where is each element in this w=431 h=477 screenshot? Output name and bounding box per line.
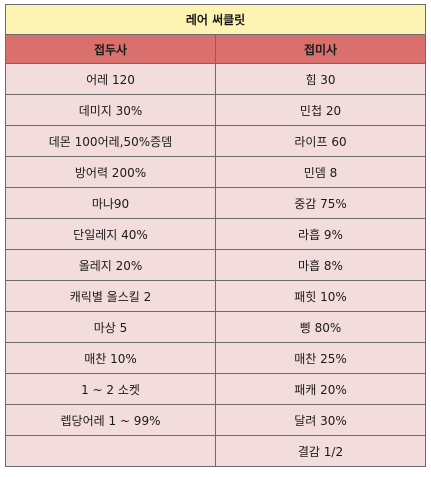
prefix-cell: 올레지 20% <box>5 249 216 281</box>
prefix-cell: 1 ~ 2 소켓 <box>5 373 216 405</box>
table-row: 마나90 중감 75% <box>5 187 427 219</box>
prefix-header: 접두사 <box>5 34 216 64</box>
suffix-cell: 패캐 20% <box>214 373 427 405</box>
suffix-cell: 마흡 8% <box>214 249 427 281</box>
table-row: 마상 5 삥 80% <box>5 311 427 343</box>
header-row: 접두사 접미사 <box>5 34 427 64</box>
prefix-cell: 데몬 100어레,50%증뎀 <box>5 125 216 157</box>
suffix-cell: 힘 30 <box>214 63 427 95</box>
prefix-cell: 어레 120 <box>5 63 216 95</box>
table-row: 매찬 10% 매찬 25% <box>5 342 427 374</box>
suffix-header: 접미사 <box>214 34 427 64</box>
suffix-cell: 라이프 60 <box>214 125 427 157</box>
table-row: 데미지 30% 민첩 20 <box>5 94 427 126</box>
title-row: 레어 써클릿 <box>4 4 427 35</box>
suffix-cell: 삥 80% <box>214 311 427 343</box>
table-row: 데몬 100어레,50%증뎀 라이프 60 <box>5 125 427 157</box>
suffix-cell: 라흡 9% <box>214 218 427 250</box>
prefix-cell: 캐릭별 올스킬 2 <box>5 280 216 312</box>
table-row: 캐릭별 올스킬 2 패힛 10% <box>5 280 427 312</box>
suffix-cell: 패힛 10% <box>214 280 427 312</box>
table-row: 올레지 20% 마흡 8% <box>5 249 427 281</box>
prefix-cell: 데미지 30% <box>5 94 216 126</box>
suffix-cell: 민뎀 8 <box>214 156 427 188</box>
prefix-cell <box>5 435 216 467</box>
prefix-cell: 렙당어레 1 ~ 99% <box>5 404 216 436</box>
suffix-cell: 민첩 20 <box>214 94 427 126</box>
table-row: 어레 120 힘 30 <box>5 63 427 95</box>
prefix-cell: 매찬 10% <box>5 342 216 374</box>
prefix-cell: 방어력 200% <box>5 156 216 188</box>
prefix-cell: 마상 5 <box>5 311 216 343</box>
table-title: 레어 써클릿 <box>4 4 427 35</box>
table-row: 방어력 200% 민뎀 8 <box>5 156 427 188</box>
circlet-affix-table: 레어 써클릿 접두사 접미사 어레 120 힘 30 데미지 30% 민첩 20… <box>4 4 427 467</box>
suffix-cell: 달려 30% <box>214 404 427 436</box>
suffix-cell: 중감 75% <box>214 187 427 219</box>
table-row: 렙당어레 1 ~ 99% 달려 30% <box>5 404 427 436</box>
table-row: 결감 1/2 <box>5 435 427 467</box>
table-row: 1 ~ 2 소켓 패캐 20% <box>5 373 427 405</box>
table-row: 단일레지 40% 라흡 9% <box>5 218 427 250</box>
suffix-cell: 매찬 25% <box>214 342 427 374</box>
prefix-cell: 단일레지 40% <box>5 218 216 250</box>
prefix-cell: 마나90 <box>5 187 216 219</box>
suffix-cell: 결감 1/2 <box>214 435 427 467</box>
